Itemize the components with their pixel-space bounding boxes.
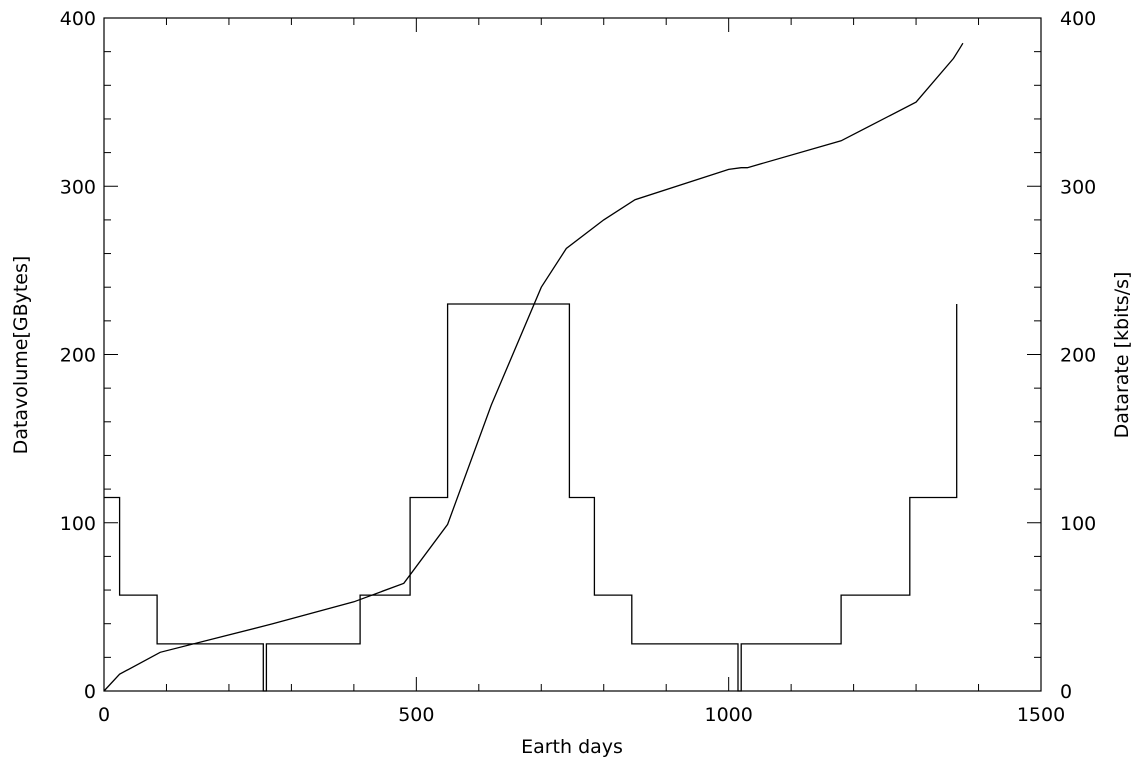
y-right-tick-label: 200 bbox=[1060, 345, 1096, 367]
y-axis-right: 0 100 200 300 400 bbox=[1027, 8, 1096, 703]
series-layer bbox=[103, 42, 964, 692]
plot-frame bbox=[103, 17, 1042, 692]
y-right-tick-label: 400 bbox=[1060, 8, 1096, 30]
x-tick-label: 500 bbox=[398, 704, 434, 726]
x-tick-label: 1000 bbox=[704, 704, 752, 726]
datavolume-series-line bbox=[103, 42, 964, 692]
y-left-tick-label: 300 bbox=[60, 176, 96, 198]
y-right-tick-label: 100 bbox=[1060, 513, 1096, 535]
y-left-tick-label: 200 bbox=[60, 345, 96, 367]
x-tick-label: 0 bbox=[98, 704, 110, 726]
y-right-tick-label: 300 bbox=[1060, 176, 1096, 198]
x-axis: 0 500 1000 1500 bbox=[98, 18, 1065, 726]
y-axis-left: 0 100 200 300 400 bbox=[60, 8, 118, 703]
y-axis-left-title: Datavolume[GBytes] bbox=[10, 256, 32, 455]
y-right-tick-label: 0 bbox=[1060, 681, 1072, 703]
datarate-series-line bbox=[104, 303, 958, 692]
x-axis-title: Earth days bbox=[521, 736, 623, 758]
y-axis-right-title: Datarate [kbits/s] bbox=[1111, 272, 1133, 439]
y-left-tick-label: 100 bbox=[60, 513, 96, 535]
y-left-tick-label: 0 bbox=[84, 681, 96, 703]
y-left-tick-label: 400 bbox=[60, 8, 96, 30]
x-tick-label: 1500 bbox=[1017, 704, 1065, 726]
plot-area bbox=[103, 17, 1042, 692]
